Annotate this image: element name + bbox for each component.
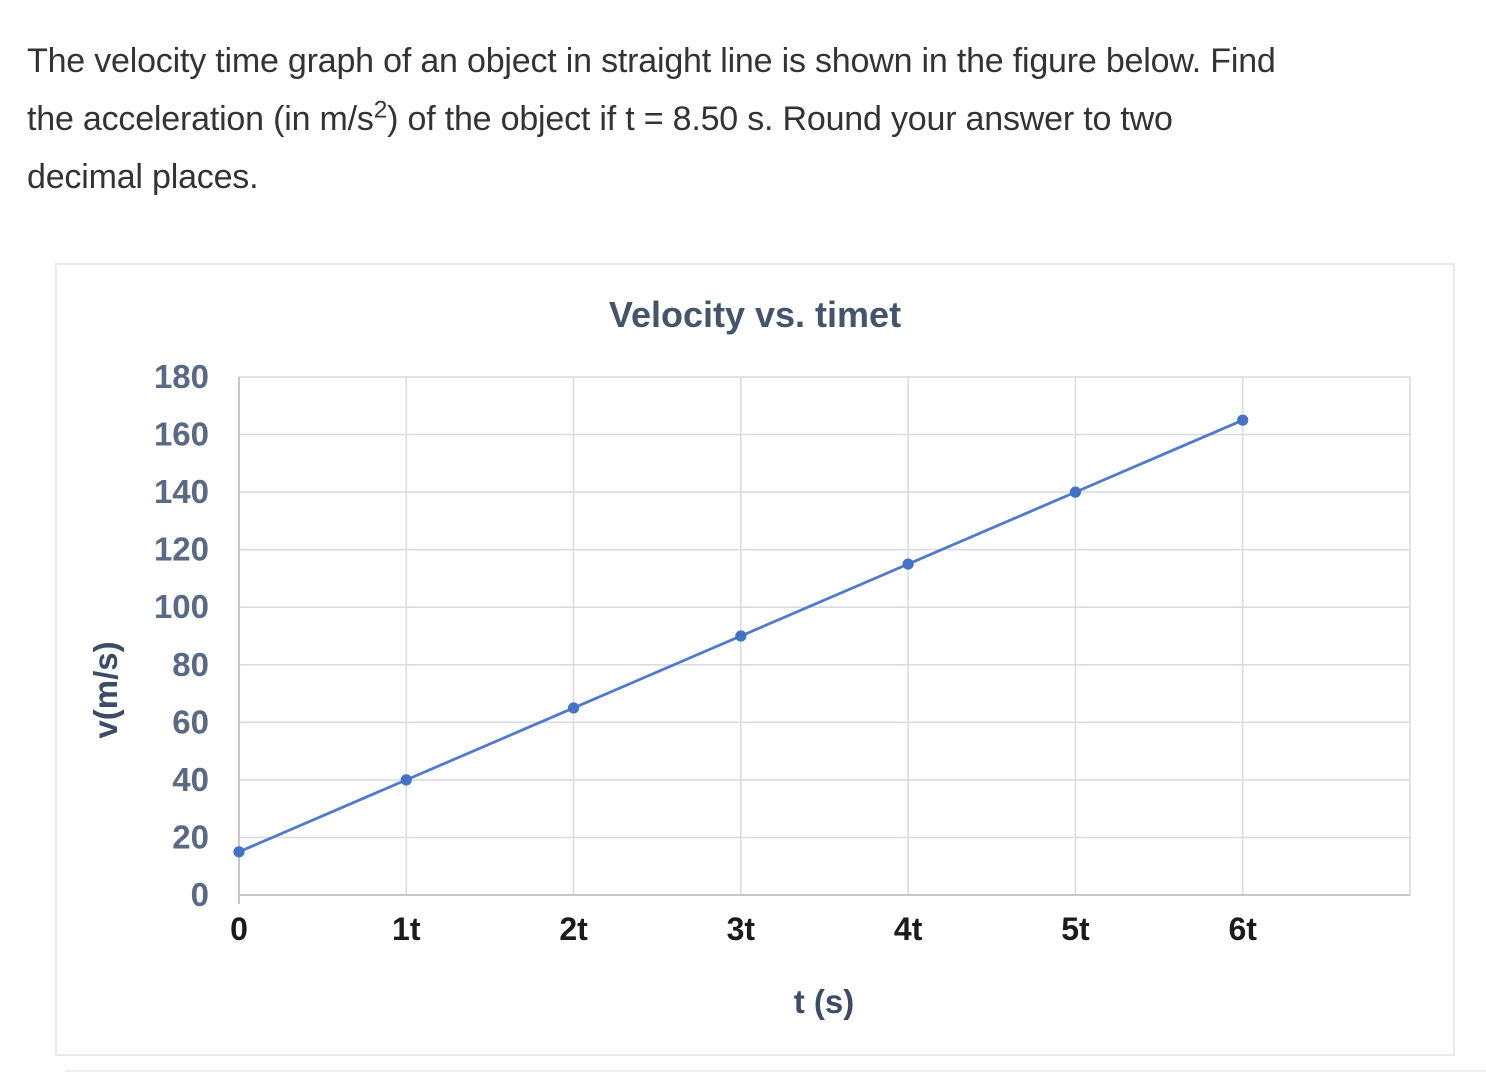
x-tick-label: 4t: [894, 911, 923, 947]
data-point: [735, 630, 747, 642]
x-axis-title: t (s): [794, 983, 855, 1020]
y-tick-label: 40: [172, 761, 209, 798]
chart-axis-layer: [238, 377, 1410, 904]
data-point: [233, 846, 245, 858]
question-line-2: the acceleration (in m/s2) of the object…: [27, 90, 1276, 148]
y-tick-label: 0: [191, 876, 209, 913]
y-tick-label: 80: [172, 646, 209, 683]
data-point: [1237, 414, 1249, 426]
chart-title: Velocity vs. timet: [609, 294, 901, 335]
chart-ticks-layer: 0 20 40 60 80 100 120 140 160 180 0 1t 2t 3t 4t 5t 6t: [154, 358, 1257, 947]
question-line-2-post: ) of the object if t = 8.50 s. Round you…: [387, 100, 1173, 138]
data-point: [567, 702, 580, 714]
x-tick-label: 1t: [392, 911, 421, 947]
x-tick-label: 0: [230, 911, 248, 947]
x-tick-label: 3t: [727, 911, 756, 947]
x-tick-label: 2t: [559, 911, 588, 947]
superscript-2: 2: [373, 96, 388, 124]
y-tick-label: 100: [154, 588, 209, 625]
question-line-3: decimal places.: [27, 158, 259, 196]
y-tick-label: 180: [154, 358, 209, 395]
y-tick-label: 20: [172, 818, 209, 855]
y-axis-title: v(m/s): [87, 641, 124, 738]
question-line-2-pre: the acceleration (in m/s: [27, 100, 374, 138]
y-tick-label: 140: [154, 473, 209, 510]
question-line-1: The velocity time graph of an object in …: [27, 42, 1276, 80]
chart-series-layer: [233, 414, 1249, 858]
x-tick-label: 6t: [1228, 911, 1257, 947]
question-text: The velocity time graph of an object in …: [27, 32, 1276, 206]
y-tick-label: 60: [172, 703, 209, 740]
data-point: [400, 774, 412, 786]
data-point: [902, 558, 914, 570]
x-tick-label: 5t: [1061, 911, 1090, 947]
y-tick-label: 160: [154, 416, 209, 453]
data-point: [1069, 486, 1082, 498]
velocity-line-chart: 0 20 40 60 80 100 120 140 160 180 0 1t 2t 3t 4t 5t 6t Ve…: [87, 294, 1411, 1020]
chart-grid-layer: [239, 376, 1411, 895]
chart-panel: 0 20 40 60 80 100 120 140 160 180 0 1t 2t 3t 4t 5t 6t Ve…: [55, 263, 1455, 1056]
y-tick-label: 120: [154, 531, 209, 568]
bottom-divider: [65, 1070, 1486, 1072]
